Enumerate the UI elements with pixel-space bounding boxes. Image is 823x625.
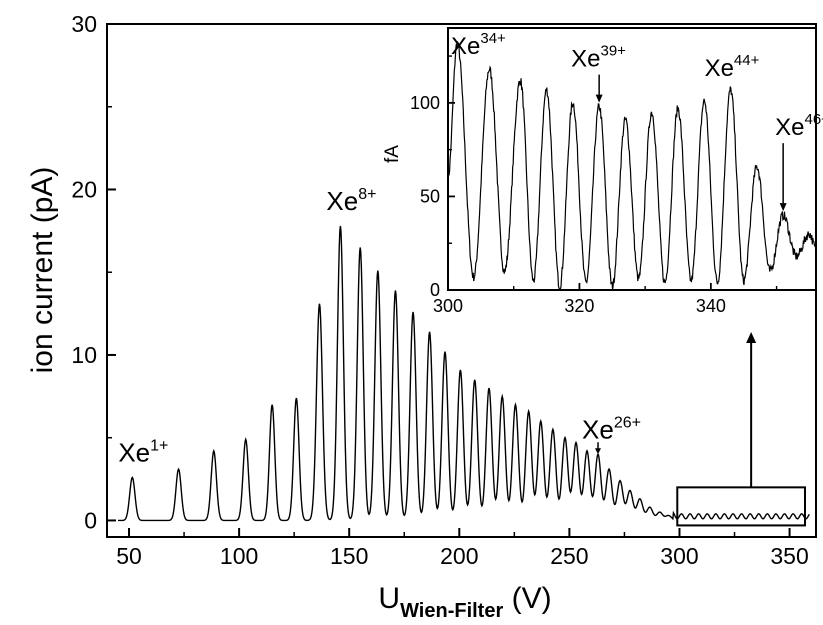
inset-x-ticks: 300 320 340	[433, 283, 778, 316]
inset-x-tick-label-300: 300	[433, 296, 463, 316]
inset-annotation-44plus: Xe44+	[705, 52, 760, 82]
annotation-base: Xe	[326, 186, 358, 216]
main-annotation-8plus: Xe8+	[326, 186, 376, 216]
annotation-superscript: 34+	[480, 30, 506, 47]
annotation-superscript: 44+	[734, 52, 760, 69]
y-tick-label-0: 0	[84, 507, 97, 533]
zoom-region-box	[676, 486, 806, 527]
annotation-superscript: 1+	[150, 437, 168, 454]
x-tick-label-300: 300	[660, 543, 698, 569]
inset-x-tick-label-320: 320	[564, 296, 594, 316]
x-tick-label-250: 250	[550, 543, 588, 569]
annotation-base: Xe	[775, 114, 804, 141]
inset-y-tick-label-50: 50	[420, 186, 440, 206]
inset-plot-frame	[447, 27, 817, 291]
x-tick-label-100: 100	[220, 543, 258, 569]
annotation-base: Xe	[451, 33, 480, 60]
main-annotation-1plus: Xe1+	[118, 437, 168, 467]
inset-y-tick-label-100: 100	[410, 93, 440, 113]
x-axis-label: UWien-Filter (V)	[378, 582, 551, 622]
y-tick-label-10: 10	[71, 342, 97, 368]
inset-annotation-46plus: Xe46+	[775, 111, 823, 141]
annotation-base: Xe	[705, 55, 734, 82]
inset-y-tick-label-0: 0	[430, 280, 440, 300]
main-x-ticks: 50 100 150 200 250 300 350	[116, 528, 809, 569]
inset-annotations: Xe34+Xe39+Xe44+Xe46+	[451, 30, 823, 212]
x-axis-label-subscript: Wien-Filter	[400, 600, 503, 622]
x-tick-label-50: 50	[116, 543, 142, 569]
annotation-superscript: 46+	[805, 111, 823, 128]
main-series-line	[118, 225, 810, 522]
zoom-arrow-head	[746, 332, 757, 343]
x-axis-label-unit: (V)	[503, 582, 551, 615]
y-tick-label-30: 30	[71, 11, 97, 37]
annotation-base: Xe	[118, 437, 150, 467]
y-axis-label: ion current (pA)	[26, 167, 59, 374]
x-axis-label-main: U	[378, 582, 400, 615]
arrow-head	[595, 94, 603, 103]
x-tick-label-350: 350	[770, 543, 808, 569]
zoom-arrow	[746, 332, 757, 488]
annotation-base: Xe	[582, 414, 614, 444]
inset-annotation-39plus: Xe39+	[571, 43, 626, 73]
main-annotation-26plus: Xe26+	[582, 414, 641, 444]
annotation-superscript: 39+	[601, 43, 627, 60]
inset-y-axis-label: fA	[382, 145, 403, 163]
inset-x-tick-label-340: 340	[696, 296, 726, 316]
y-tick-label-20: 20	[71, 176, 97, 202]
arrow-head	[595, 448, 602, 455]
inset-y-ticks: 0 50 100	[410, 55, 455, 300]
inset-annotation-arrow	[595, 74, 603, 103]
x-tick-label-150: 150	[330, 543, 368, 569]
inset-annotation-34plus: Xe34+	[451, 30, 506, 60]
arrow-head	[779, 203, 787, 212]
main-y-ticks: 0 10 20 30	[71, 11, 116, 533]
annotation-superscript: 8+	[358, 186, 376, 203]
main-annotations: Xe1+Xe8+Xe26+	[118, 186, 641, 468]
inset-series-line	[447, 41, 817, 290]
annotation-base: Xe	[571, 46, 600, 73]
annotation-arrow	[595, 442, 602, 455]
inset-annotation-arrow	[779, 143, 787, 212]
annotation-superscript: 26+	[614, 414, 641, 431]
x-tick-label-200: 200	[440, 543, 478, 569]
